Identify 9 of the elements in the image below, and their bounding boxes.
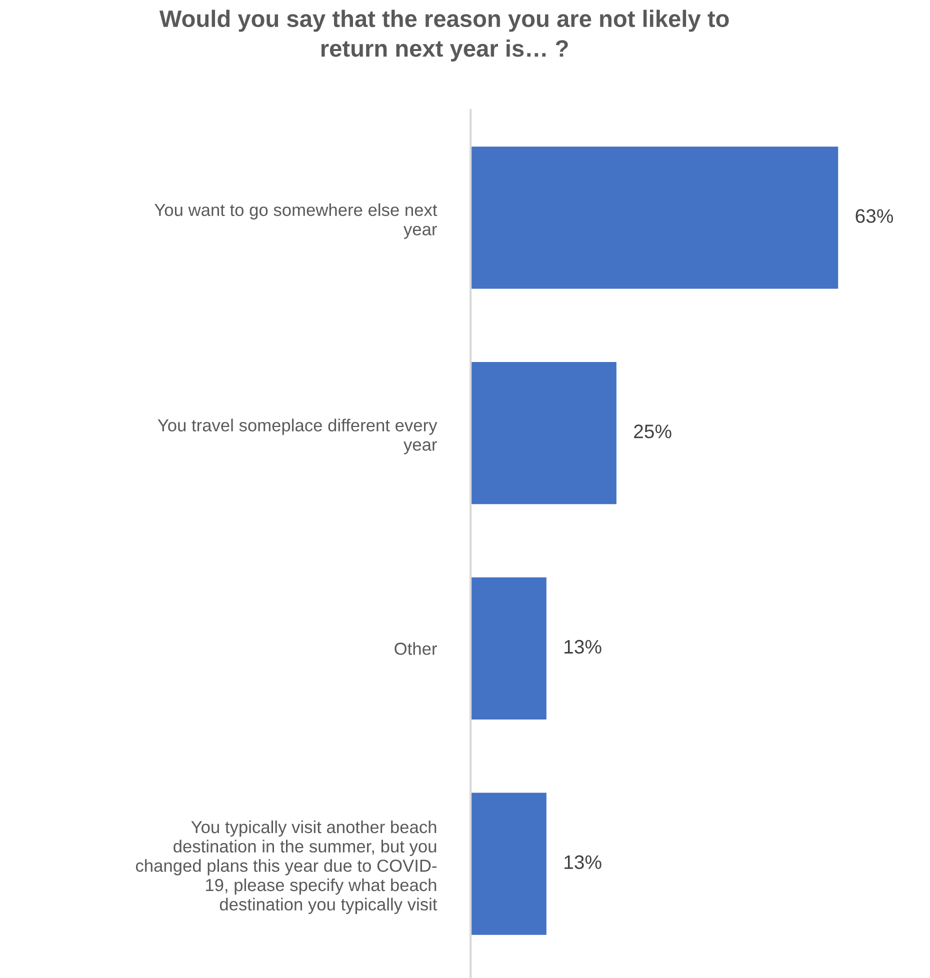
data-label: 25% [634,424,672,438]
data-label: 13% [564,855,602,870]
y-tick-label: You travel someplace different every year [158,418,438,454]
y-tick-label: Other [394,642,437,655]
data-label: 13% [564,640,602,654]
chart-title: Would you say that the reason you are not likely to return next year is… ? [159,10,729,62]
y-tick-label: You typically visit another beach destination in the summer, but you changed plans this year due to COVID- 19, please specify what beach destination you typically visit [136,820,438,914]
data-label: 63% [856,209,894,223]
y-tick-label: You want to go somewhere else next year [154,203,438,239]
